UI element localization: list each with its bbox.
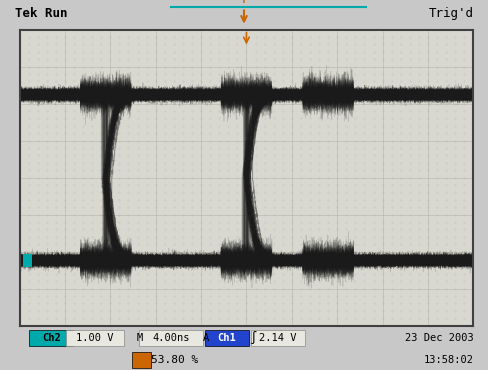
Text: Ch2: Ch2	[42, 333, 61, 343]
FancyBboxPatch shape	[29, 330, 73, 346]
FancyBboxPatch shape	[132, 352, 151, 368]
Text: M: M	[137, 333, 143, 343]
Text: 2: 2	[24, 255, 31, 266]
FancyBboxPatch shape	[139, 330, 203, 346]
Text: 53.80 %: 53.80 %	[151, 355, 199, 365]
Text: ∫: ∫	[249, 332, 256, 344]
Text: 4.00ns: 4.00ns	[152, 333, 189, 343]
Text: Tek Run: Tek Run	[15, 7, 67, 20]
Text: 23 Dec 2003: 23 Dec 2003	[405, 333, 473, 343]
Text: Ch1: Ch1	[218, 333, 236, 343]
FancyBboxPatch shape	[66, 330, 124, 346]
FancyBboxPatch shape	[251, 330, 305, 346]
Text: 2.14 V: 2.14 V	[260, 333, 297, 343]
Text: A: A	[203, 333, 209, 343]
Text: T: T	[241, 0, 247, 5]
Text: 13:58:02: 13:58:02	[424, 355, 473, 365]
Text: 1.00 V: 1.00 V	[77, 333, 114, 343]
Text: Trig'd: Trig'd	[428, 7, 473, 20]
FancyBboxPatch shape	[205, 330, 249, 346]
